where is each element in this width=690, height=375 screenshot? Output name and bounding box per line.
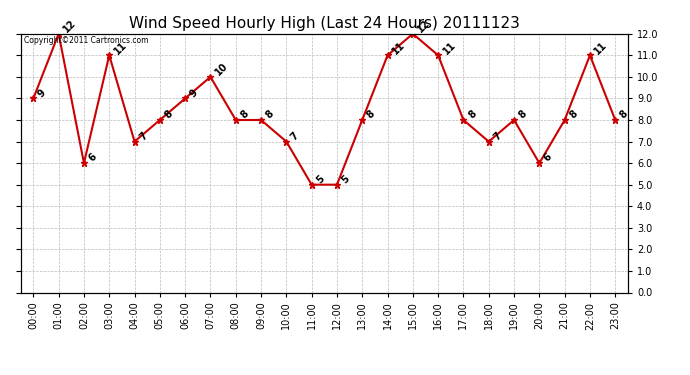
Text: 7: 7 [137,130,149,142]
Text: 11: 11 [112,39,128,56]
Text: 12: 12 [415,18,432,34]
Text: 6: 6 [542,152,554,164]
Text: 9: 9 [188,87,200,99]
Text: 5: 5 [315,174,326,185]
Text: 11: 11 [593,39,609,56]
Text: 8: 8 [567,109,580,121]
Text: 8: 8 [517,109,529,121]
Text: 8: 8 [466,109,478,121]
Text: 8: 8 [365,109,377,121]
Text: 7: 7 [289,130,301,142]
Text: 10: 10 [213,61,230,78]
Text: 8: 8 [239,109,250,121]
Text: 7: 7 [491,130,504,142]
Text: 5: 5 [339,174,352,185]
Text: 6: 6 [87,152,99,164]
Text: 9: 9 [36,87,48,99]
Text: 8: 8 [163,109,175,121]
Text: 12: 12 [61,18,78,34]
Text: 8: 8 [264,109,276,121]
Text: 8: 8 [618,109,630,121]
Text: 11: 11 [391,39,407,56]
Text: 11: 11 [441,39,457,56]
Text: Copyright©2011 Cartronics.com: Copyright©2011 Cartronics.com [23,36,148,45]
Title: Wind Speed Hourly High (Last 24 Hours) 20111123: Wind Speed Hourly High (Last 24 Hours) 2… [129,16,520,31]
